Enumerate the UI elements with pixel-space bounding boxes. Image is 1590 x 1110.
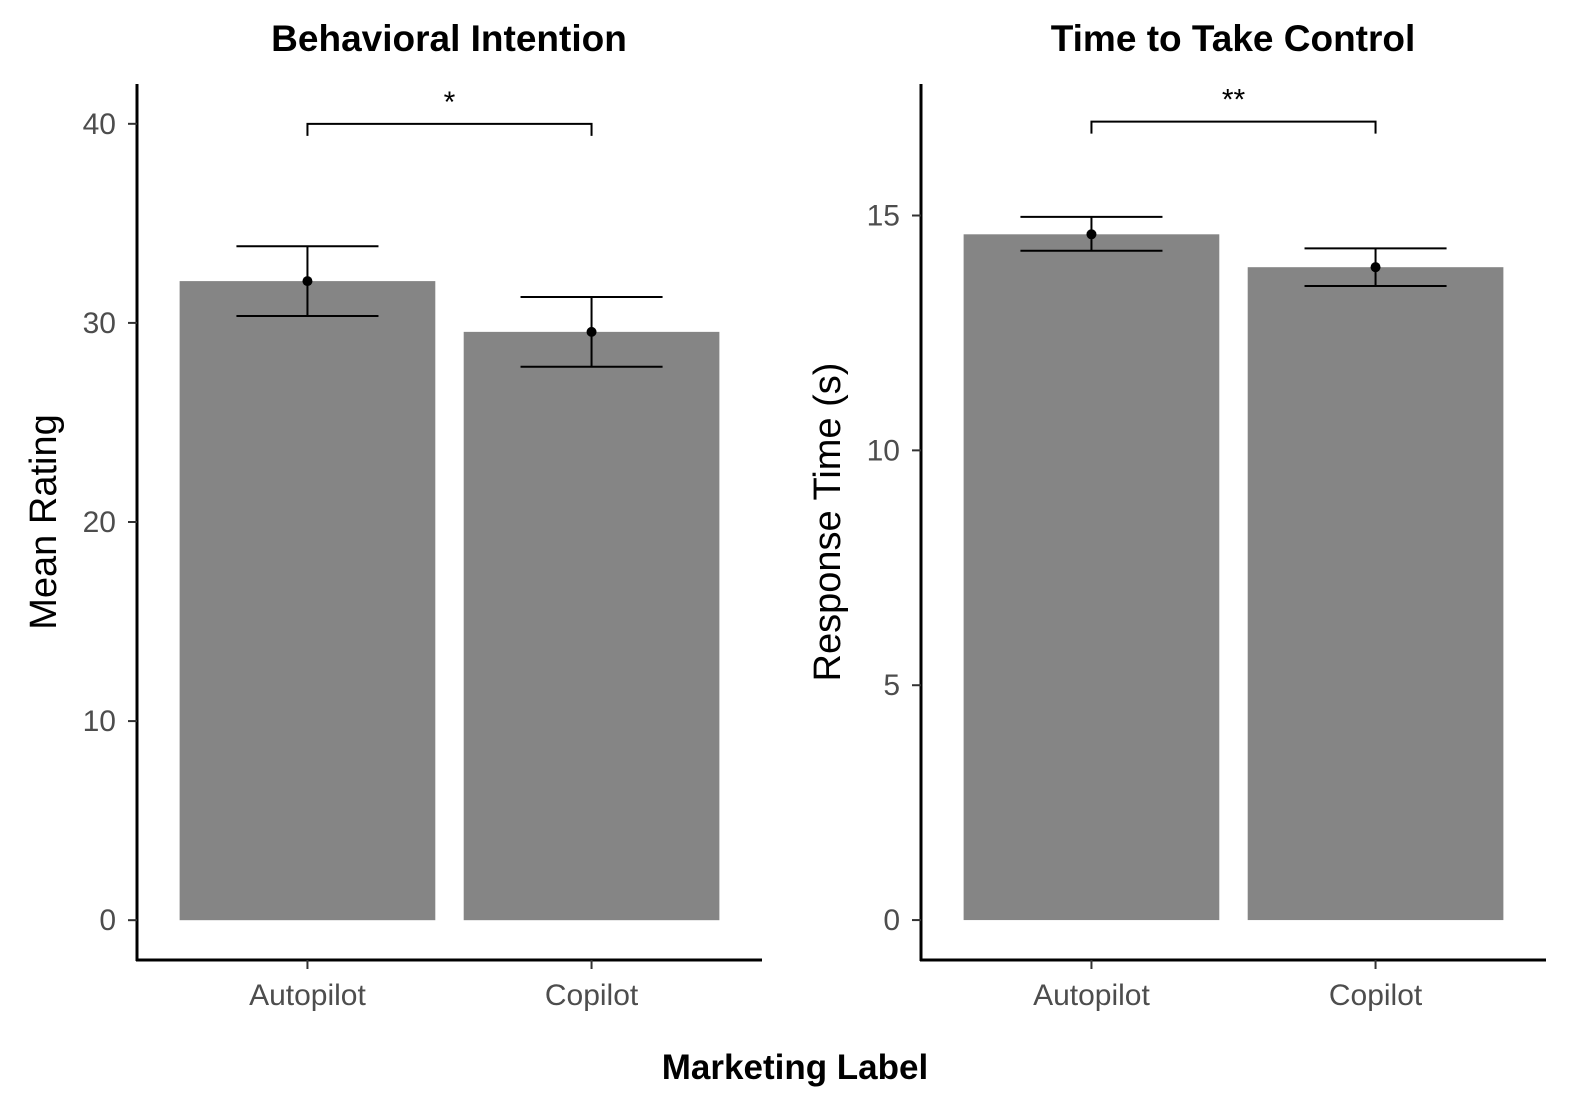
y-tick-label: 15: [867, 200, 900, 233]
x-tick-label: Autopilot: [1033, 979, 1150, 1012]
x-tick-label: Autopilot: [249, 979, 366, 1012]
y-axis-title: Mean Rating: [23, 414, 65, 629]
y-tick-label: 40: [83, 108, 116, 141]
chart-title: Behavioral Intention: [271, 18, 627, 59]
bar-autopilot: [179, 281, 436, 921]
chart-panel-1: Behavioral Intention Mean Rating 0 10 20 30 40…: [23, 18, 762, 1012]
y-tick-label: 20: [83, 506, 116, 539]
mean-point-autopilot: [302, 276, 313, 287]
y-tick-label: 0: [883, 904, 900, 937]
y-axis-title: Response Time (s): [807, 363, 849, 682]
bar-copilot: [1247, 267, 1504, 921]
y-tick-label: 10: [83, 705, 116, 738]
significance-bracket: [1090, 120, 1377, 134]
mean-point-copilot: [1370, 262, 1381, 273]
significance-bracket: [306, 122, 593, 136]
y-tick-label: 0: [99, 904, 116, 937]
bar-autopilot: [963, 234, 1220, 921]
y-tick-label: 30: [83, 307, 116, 340]
chart-title: Time to Take Control: [1051, 18, 1416, 59]
significance-label: **: [1222, 84, 1246, 117]
mean-point-autopilot: [1086, 229, 1097, 240]
mean-point-copilot: [586, 326, 597, 337]
y-tick-label: 10: [867, 434, 900, 467]
bar-copilot: [463, 331, 720, 921]
x-tick-label: Copilot: [545, 979, 639, 1012]
chart-panel-2: Time to Take Control Response Time (s) 0 5 1…: [807, 18, 1546, 1012]
shared-x-axis-title: Marketing Label: [662, 1048, 928, 1087]
x-tick-label: Copilot: [1329, 979, 1423, 1012]
significance-label: *: [444, 86, 456, 119]
y-tick-label: 5: [883, 669, 900, 702]
